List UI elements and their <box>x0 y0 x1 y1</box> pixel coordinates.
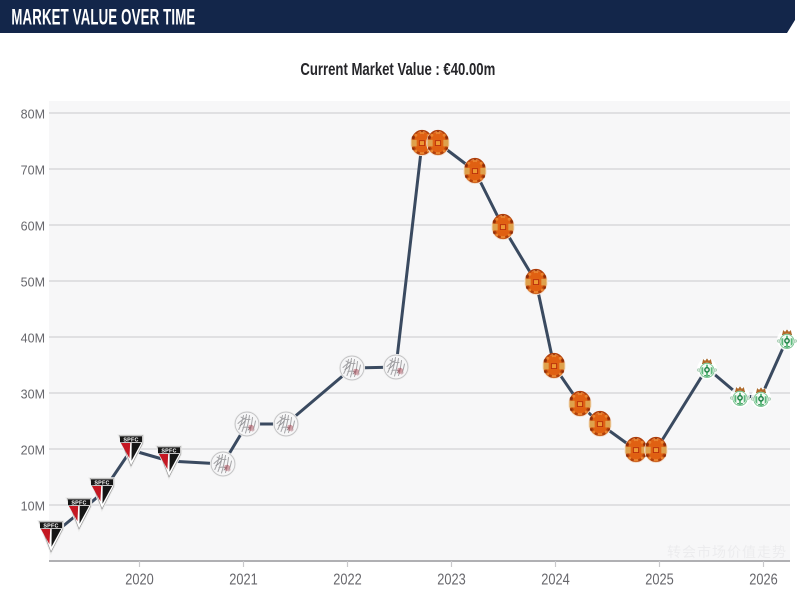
svg-text:转会市场价值走势: 转会市场价值走势 <box>667 544 787 560</box>
svg-text:10M: 10M <box>21 500 45 514</box>
svg-text:MARKET VALUE OVER TIME: MARKET VALUE OVER TIME <box>11 5 195 29</box>
svg-text:20M: 20M <box>21 444 45 458</box>
svg-text:30M: 30M <box>21 388 45 402</box>
svg-text:2022: 2022 <box>333 571 361 589</box>
svg-text:70M: 70M <box>21 164 45 178</box>
svg-text:2023: 2023 <box>437 571 465 589</box>
svg-text:Current Market Value : €40.00m: Current Market Value : €40.00m <box>300 60 495 79</box>
svg-text:2024: 2024 <box>541 571 569 589</box>
svg-text:2025: 2025 <box>645 571 673 589</box>
svg-text:80M: 80M <box>21 108 45 122</box>
svg-text:60M: 60M <box>21 220 45 234</box>
svg-text:2020: 2020 <box>125 571 153 589</box>
svg-text:2026: 2026 <box>749 571 777 589</box>
svg-text:50M: 50M <box>21 276 45 290</box>
svg-text:2021: 2021 <box>229 571 257 589</box>
svg-text:40M: 40M <box>21 332 45 346</box>
